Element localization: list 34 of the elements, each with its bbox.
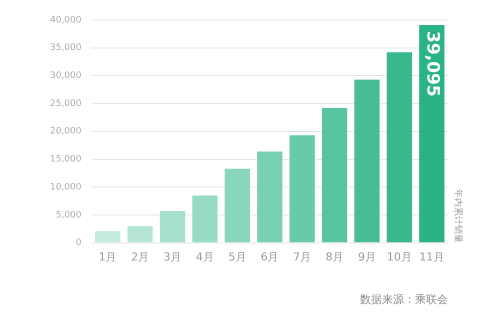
x-tick-label: 10月 — [386, 250, 412, 264]
bar — [224, 168, 250, 242]
y-tick-label: 35,000 — [50, 43, 82, 54]
y-tick-label: 0 — [76, 238, 82, 248]
x-tick-label: 4月 — [196, 250, 214, 264]
y-tick-label: 30,000 — [50, 71, 82, 82]
source-note: 数据来源：乘联会 — [360, 292, 448, 306]
x-tick-label: 9月 — [358, 250, 376, 264]
x-tick-label: 11月 — [419, 250, 444, 264]
x-tick-label: 1月 — [98, 250, 117, 264]
x-tick-label: 5月 — [228, 250, 246, 264]
bar — [419, 25, 444, 242]
bar — [95, 231, 120, 242]
y-axis-title: 年内累计销量 — [452, 188, 464, 243]
x-tick-label: 3月 — [164, 250, 182, 264]
bar — [192, 195, 218, 242]
data-label: 39,095 — [422, 31, 442, 97]
y-tick-label: 15,000 — [50, 154, 82, 165]
bar — [322, 108, 348, 242]
bar — [127, 226, 153, 242]
x-tick-label: 2月 — [131, 250, 150, 264]
y-tick-label: 40,000 — [50, 15, 82, 26]
bar — [257, 151, 282, 242]
bar — [160, 211, 186, 242]
bar — [290, 135, 315, 242]
y-tick-label: 10,000 — [50, 182, 82, 192]
bar — [354, 80, 380, 242]
y-tick-label: 25,000 — [50, 98, 82, 109]
x-tick-label: 8月 — [326, 250, 344, 264]
bar — [386, 52, 412, 242]
x-tick-label: 6月 — [260, 250, 279, 264]
x-tick-label: 7月 — [293, 250, 312, 264]
y-tick-label: 5,000 — [56, 210, 82, 220]
y-tick-label: 20,000 — [50, 126, 82, 137]
